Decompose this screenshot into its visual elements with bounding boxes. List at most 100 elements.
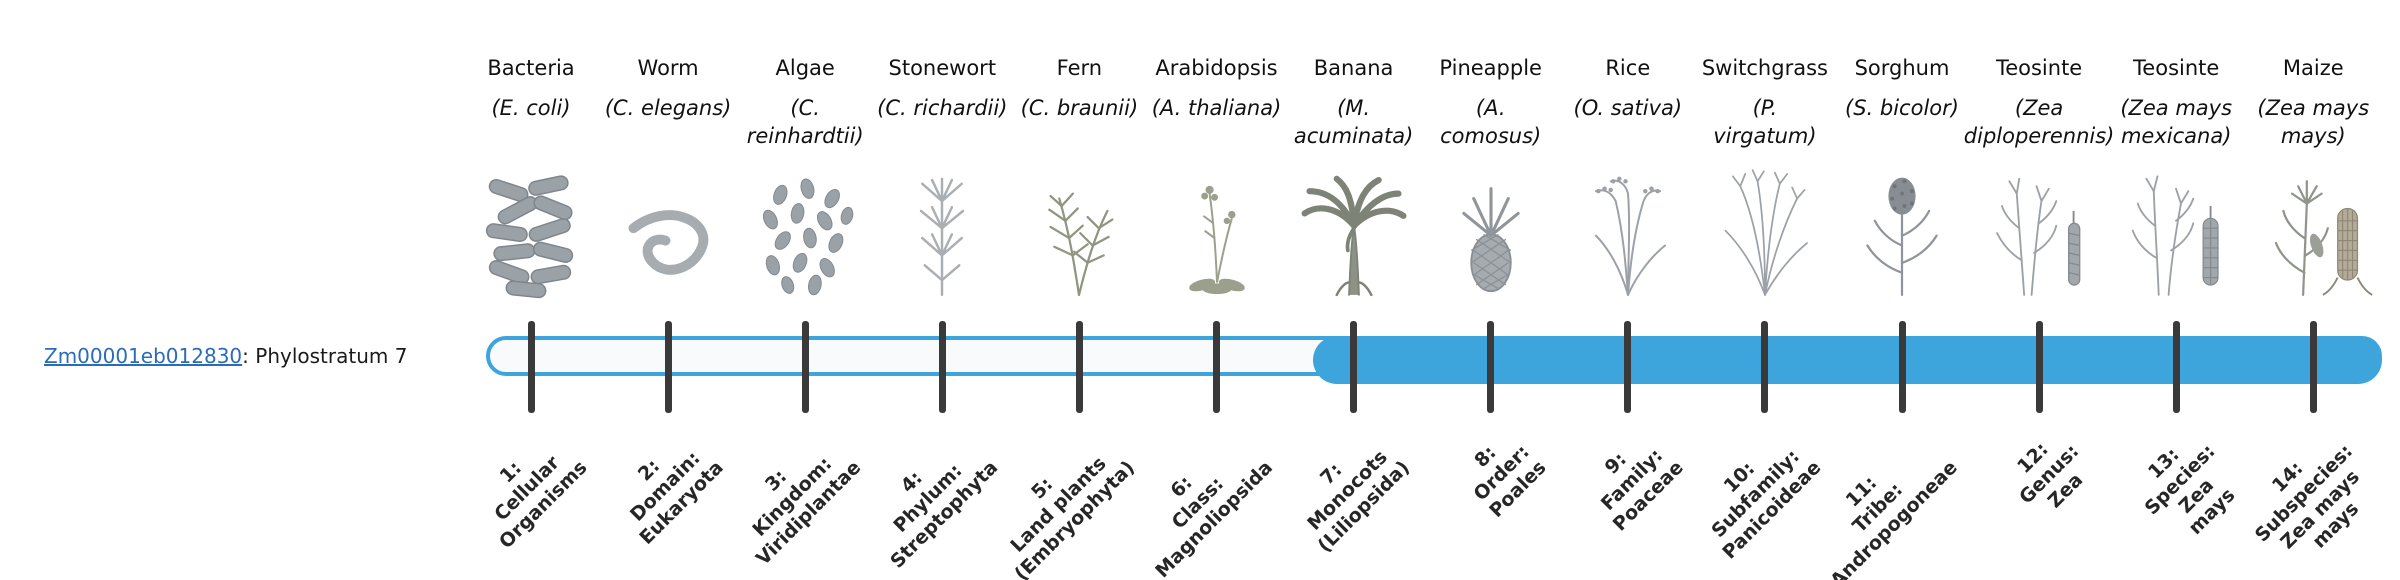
organism-scientific-name: (C. richardii) xyxy=(857,94,1027,122)
phylostratum-tick-7 xyxy=(1350,321,1358,413)
phylostratum-label-6: 6: Class: Magnoliopsida xyxy=(1118,424,1277,580)
banana-icon xyxy=(1292,164,1416,306)
organism-column-14: Maize (Zea mays mays) xyxy=(2228,0,2398,330)
phylostratum-label-4: 4: Phylum: Streptophyta xyxy=(854,424,1003,573)
scientific-name-line: (C. xyxy=(790,96,820,120)
scientific-name-line: mays) xyxy=(2280,124,2346,148)
scientific-name-line: (A. thaliana) xyxy=(1151,96,1282,120)
scientific-name-line: (S. bicolor) xyxy=(1845,96,1959,120)
teosinte-mexicana-icon xyxy=(2114,164,2238,306)
teosinte-icon xyxy=(1977,164,2101,306)
scientific-name-line: (Zea mays xyxy=(2257,96,2370,120)
phylostratum-tick-14 xyxy=(2309,321,2317,413)
phylostratum-label-2: 2: Domain: Eukaryota xyxy=(603,424,728,549)
gene-label: Zm00001eb012830: Phylostratum 7 xyxy=(44,344,407,368)
organism-scientific-name: (C. elegans) xyxy=(583,94,753,122)
organism-column-13: Teosinte (Zea mays mexicana) xyxy=(2091,0,2261,330)
algae-icon xyxy=(743,164,867,306)
organism-scientific-name: (P. virgatum) xyxy=(1680,94,1850,150)
phylostratum-label-3: 3: Kingdom: Viridiplantae xyxy=(720,424,866,570)
scientific-name-line: (Zea mays xyxy=(2120,96,2233,120)
organism-column-12: Teosinte (Zea diploperennis) xyxy=(1954,0,2124,330)
organism-column-10: Switchgrass (P. virgatum) xyxy=(1680,0,1850,330)
organism-scientific-name: (Zea mays mexicana) xyxy=(2091,94,2261,150)
scientific-name-line: (O. sativa) xyxy=(1573,96,1683,120)
phylostrata-bar-filled-segment xyxy=(1313,336,2382,384)
organism-common-name: Maize xyxy=(2282,56,2344,80)
organism-common-name: Algae xyxy=(775,56,835,80)
organism-common-name: Teosinte xyxy=(1995,56,2083,80)
organism-common-name: Rice xyxy=(1605,56,1651,80)
phylostratum-tick-8 xyxy=(1487,321,1495,413)
worm-icon xyxy=(606,164,730,306)
phylostratum-label-11: 11: Tribe: Andropogoneae xyxy=(1794,424,1962,580)
scientific-name-line: (M. xyxy=(1337,96,1371,120)
organism-column-3: Algae (C. reinhardtii) xyxy=(720,0,890,330)
phylostratum-label-13: 13: Species: Zea mays xyxy=(2125,424,2253,552)
bacteria-icon xyxy=(469,164,593,306)
organism-scientific-name: (Zea mays mays) xyxy=(2228,94,2398,150)
scientific-name-line: reinhardtii) xyxy=(746,124,864,148)
organism-column-1: Bacteria (E. coli) xyxy=(446,0,616,330)
phylostratum-tick-6 xyxy=(1213,321,1220,413)
phylostratum-label-14: 14: Subspecies: Zea mays mays xyxy=(2235,424,2390,579)
phylostratum-tick-12 xyxy=(2035,321,2043,413)
organism-column-5: Fern (C. braunii) xyxy=(994,0,1164,330)
organism-common-name: Stonewort xyxy=(888,56,997,80)
scientific-name-line: (C. richardii) xyxy=(877,96,1008,120)
organism-column-11: Sorghum (S. bicolor) xyxy=(1817,0,1987,330)
organism-scientific-name: (S. bicolor) xyxy=(1817,94,1987,122)
phylostratum-label-5: 5: Land plants (Embryophyta) xyxy=(978,424,1140,580)
organism-common-name: Arabidopsis xyxy=(1155,56,1278,80)
phylostratum-tick-1 xyxy=(527,321,535,413)
scientific-name-line: (Zea xyxy=(2014,96,2064,120)
pineapple-icon xyxy=(1429,164,1553,306)
organism-common-name: Switchgrass xyxy=(1701,56,1828,80)
organism-common-name: Teosinte xyxy=(2133,56,2220,80)
phylostratum-tick-11 xyxy=(1898,321,1906,413)
organism-column-4: Stonewort (C. richardii) xyxy=(857,0,1027,330)
phylostratum-tick-13 xyxy=(2172,321,2180,413)
organism-common-name: Banana xyxy=(1313,56,1394,80)
phylostratum-tick-3 xyxy=(801,321,809,413)
organism-scientific-name: (E. coli) xyxy=(446,94,616,122)
phylostratum-tick-9 xyxy=(1624,321,1632,413)
organism-column-9: Rice (O. sativa) xyxy=(1543,0,1713,330)
phylostratum-tick-2 xyxy=(664,321,672,413)
organism-scientific-name: (C. reinhardtii) xyxy=(720,94,890,150)
gene-phylostratum-text: : Phylostratum 7 xyxy=(242,344,408,368)
phylostratum-label-7: 7: Monocots (Liliopsida) xyxy=(1281,424,1414,557)
phylostratum-tick-10 xyxy=(1761,321,1769,413)
phylostratum-label-12: 12: Genus: Zea xyxy=(1998,424,2099,525)
phylostratum-label-8: 8: Order: Poales xyxy=(1453,424,1551,522)
sorghum-icon xyxy=(1840,164,1964,306)
phylostratum-label-1: 1: Cellular Organisms xyxy=(462,424,591,553)
phylostrata-bar xyxy=(486,336,2382,384)
stonewort-icon xyxy=(880,164,1004,306)
scientific-name-line: acuminata) xyxy=(1293,124,1414,148)
scientific-name-line: virgatum) xyxy=(1713,124,1817,148)
organism-column-8: Pineapple (A. comosus) xyxy=(1406,0,1576,330)
scientific-name-line: diploperennis) xyxy=(1963,124,2115,148)
organism-column-6: Arabidopsis (A. thaliana) xyxy=(1132,0,1302,330)
phylostratum-label-9: 9: Family: Poaceae xyxy=(1576,424,1688,536)
scientific-name-line: (C. braunii) xyxy=(1020,96,1139,120)
organism-scientific-name: (C. braunii) xyxy=(994,94,1164,122)
organism-scientific-name: (M. acuminata) xyxy=(1269,94,1439,150)
organism-scientific-name: (O. sativa) xyxy=(1543,94,1713,122)
organism-scientific-name: (A. thaliana) xyxy=(1132,94,1302,122)
organism-scientific-name: (Zea diploperennis) xyxy=(1954,94,2124,150)
organism-scientific-name: (A. comosus) xyxy=(1406,94,1576,150)
organism-column-7: Banana (M. acuminata) xyxy=(1269,0,1439,330)
organism-common-name: Worm xyxy=(637,56,699,80)
fern-icon xyxy=(1017,164,1141,306)
scientific-name-line: (P. xyxy=(1752,96,1778,120)
phylostratum-tick-5 xyxy=(1075,321,1083,413)
organism-common-name: Pineapple xyxy=(1439,56,1542,80)
organism-column-2: Worm (C. elegans) xyxy=(583,0,753,330)
maize-icon xyxy=(2251,164,2375,306)
switchgrass-icon xyxy=(1703,164,1827,306)
organism-common-name: Sorghum xyxy=(1854,56,1950,80)
gene-id-link[interactable]: Zm00001eb012830 xyxy=(44,344,243,368)
